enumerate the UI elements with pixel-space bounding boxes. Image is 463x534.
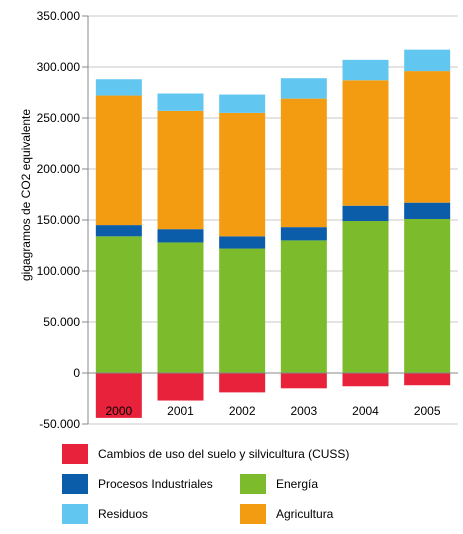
y-tick-label: 350.000 [37, 9, 81, 23]
bar-segment-agricultura [157, 110, 204, 230]
bar-segment-energia [280, 240, 327, 373]
bar-segment-procesos [95, 225, 142, 237]
bar-segment-agricultura [342, 80, 389, 206]
y-tick-label: 300.000 [37, 60, 81, 74]
bar-segment-energia [404, 218, 451, 373]
bar-segment-energia [157, 242, 204, 373]
legend-label-agricultura: Agricultura [276, 507, 334, 521]
y-tick-label: 150.000 [37, 213, 81, 227]
bar-segment-cuss [95, 373, 142, 418]
bars [95, 49, 451, 418]
bar-segment-residuos [219, 94, 266, 113]
x-tick-label: 2003 [290, 404, 317, 418]
y-tick-label: 50.000 [43, 315, 80, 329]
x-tick-label: 2001 [167, 404, 194, 418]
bar-segment-residuos [157, 93, 204, 111]
legend: Cambios de uso del suelo y silvicultura … [0, 438, 463, 534]
legend-label-procesos: Procesos Industriales [98, 477, 213, 491]
legend-item-residuos: Residuos [62, 504, 148, 524]
bar-segment-cuss [404, 373, 451, 386]
bar-segment-residuos [280, 78, 327, 99]
bar-segment-agricultura [95, 95, 142, 226]
bar-segment-energia [219, 248, 266, 373]
bar-segment-cuss [157, 373, 204, 401]
bar-segment-procesos [342, 205, 389, 222]
axes: 350.000 300.000 250.000 200.000 150.000 100.0… [37, 9, 458, 431]
legend-swatch-agricultura [240, 504, 266, 524]
y-axis-label: gigagramos de CO2 equivalente [19, 109, 33, 281]
legend-label-energia: Energía [276, 477, 319, 491]
legend-swatch-residuos [62, 504, 88, 524]
legend-swatch-energia [240, 474, 266, 494]
bar-segment-residuos [342, 59, 389, 81]
x-tick-label: 2002 [229, 404, 256, 418]
y-tick-label: 200.000 [37, 162, 81, 176]
x-tick-label: 2000 [105, 404, 132, 418]
legend-item-agricultura: Agricultura [240, 504, 333, 524]
grid-lines [88, 15, 458, 425]
legend-item-energia: Energía [240, 474, 318, 494]
bar-segment-cuss [280, 373, 327, 389]
bar-segment-procesos [404, 202, 451, 219]
bar-segment-agricultura [219, 112, 266, 237]
legend-item-cuss: Cambios de uso del suelo y silvicultura … [62, 444, 349, 464]
bar-segment-energia [342, 221, 389, 373]
bar-segment-procesos [157, 229, 204, 243]
bar-segment-residuos [404, 49, 451, 72]
bar-segment-residuos [95, 79, 142, 96]
y-tick-label: 250.000 [37, 111, 81, 125]
x-tick-label: 2004 [352, 404, 379, 418]
legend-label-cuss: Cambios de uso del suelo y silvicultura … [98, 447, 350, 461]
y-tick-label: -50.000 [39, 417, 80, 431]
bar-segment-cuss [219, 373, 266, 393]
legend-item-procesos: Procesos Industriales [62, 474, 213, 494]
bar-segment-energia [95, 236, 142, 373]
bar-segment-procesos [280, 227, 327, 241]
x-tick-label: 2005 [414, 404, 441, 418]
bar-segment-cuss [342, 373, 389, 387]
y-tick-label: 100.000 [37, 264, 81, 278]
bar-segment-procesos [219, 236, 266, 249]
bar-segment-agricultura [280, 98, 327, 228]
legend-swatch-cuss [62, 444, 88, 464]
y-tick-label: 0 [73, 366, 80, 380]
stacked-bar-chart: 350.000 300.000 250.000 200.000 150.000 100.0… [19, 9, 458, 431]
legend-swatch-procesos [62, 474, 88, 494]
bar-segment-agricultura [404, 71, 451, 203]
legend-label-residuos: Residuos [98, 507, 149, 521]
